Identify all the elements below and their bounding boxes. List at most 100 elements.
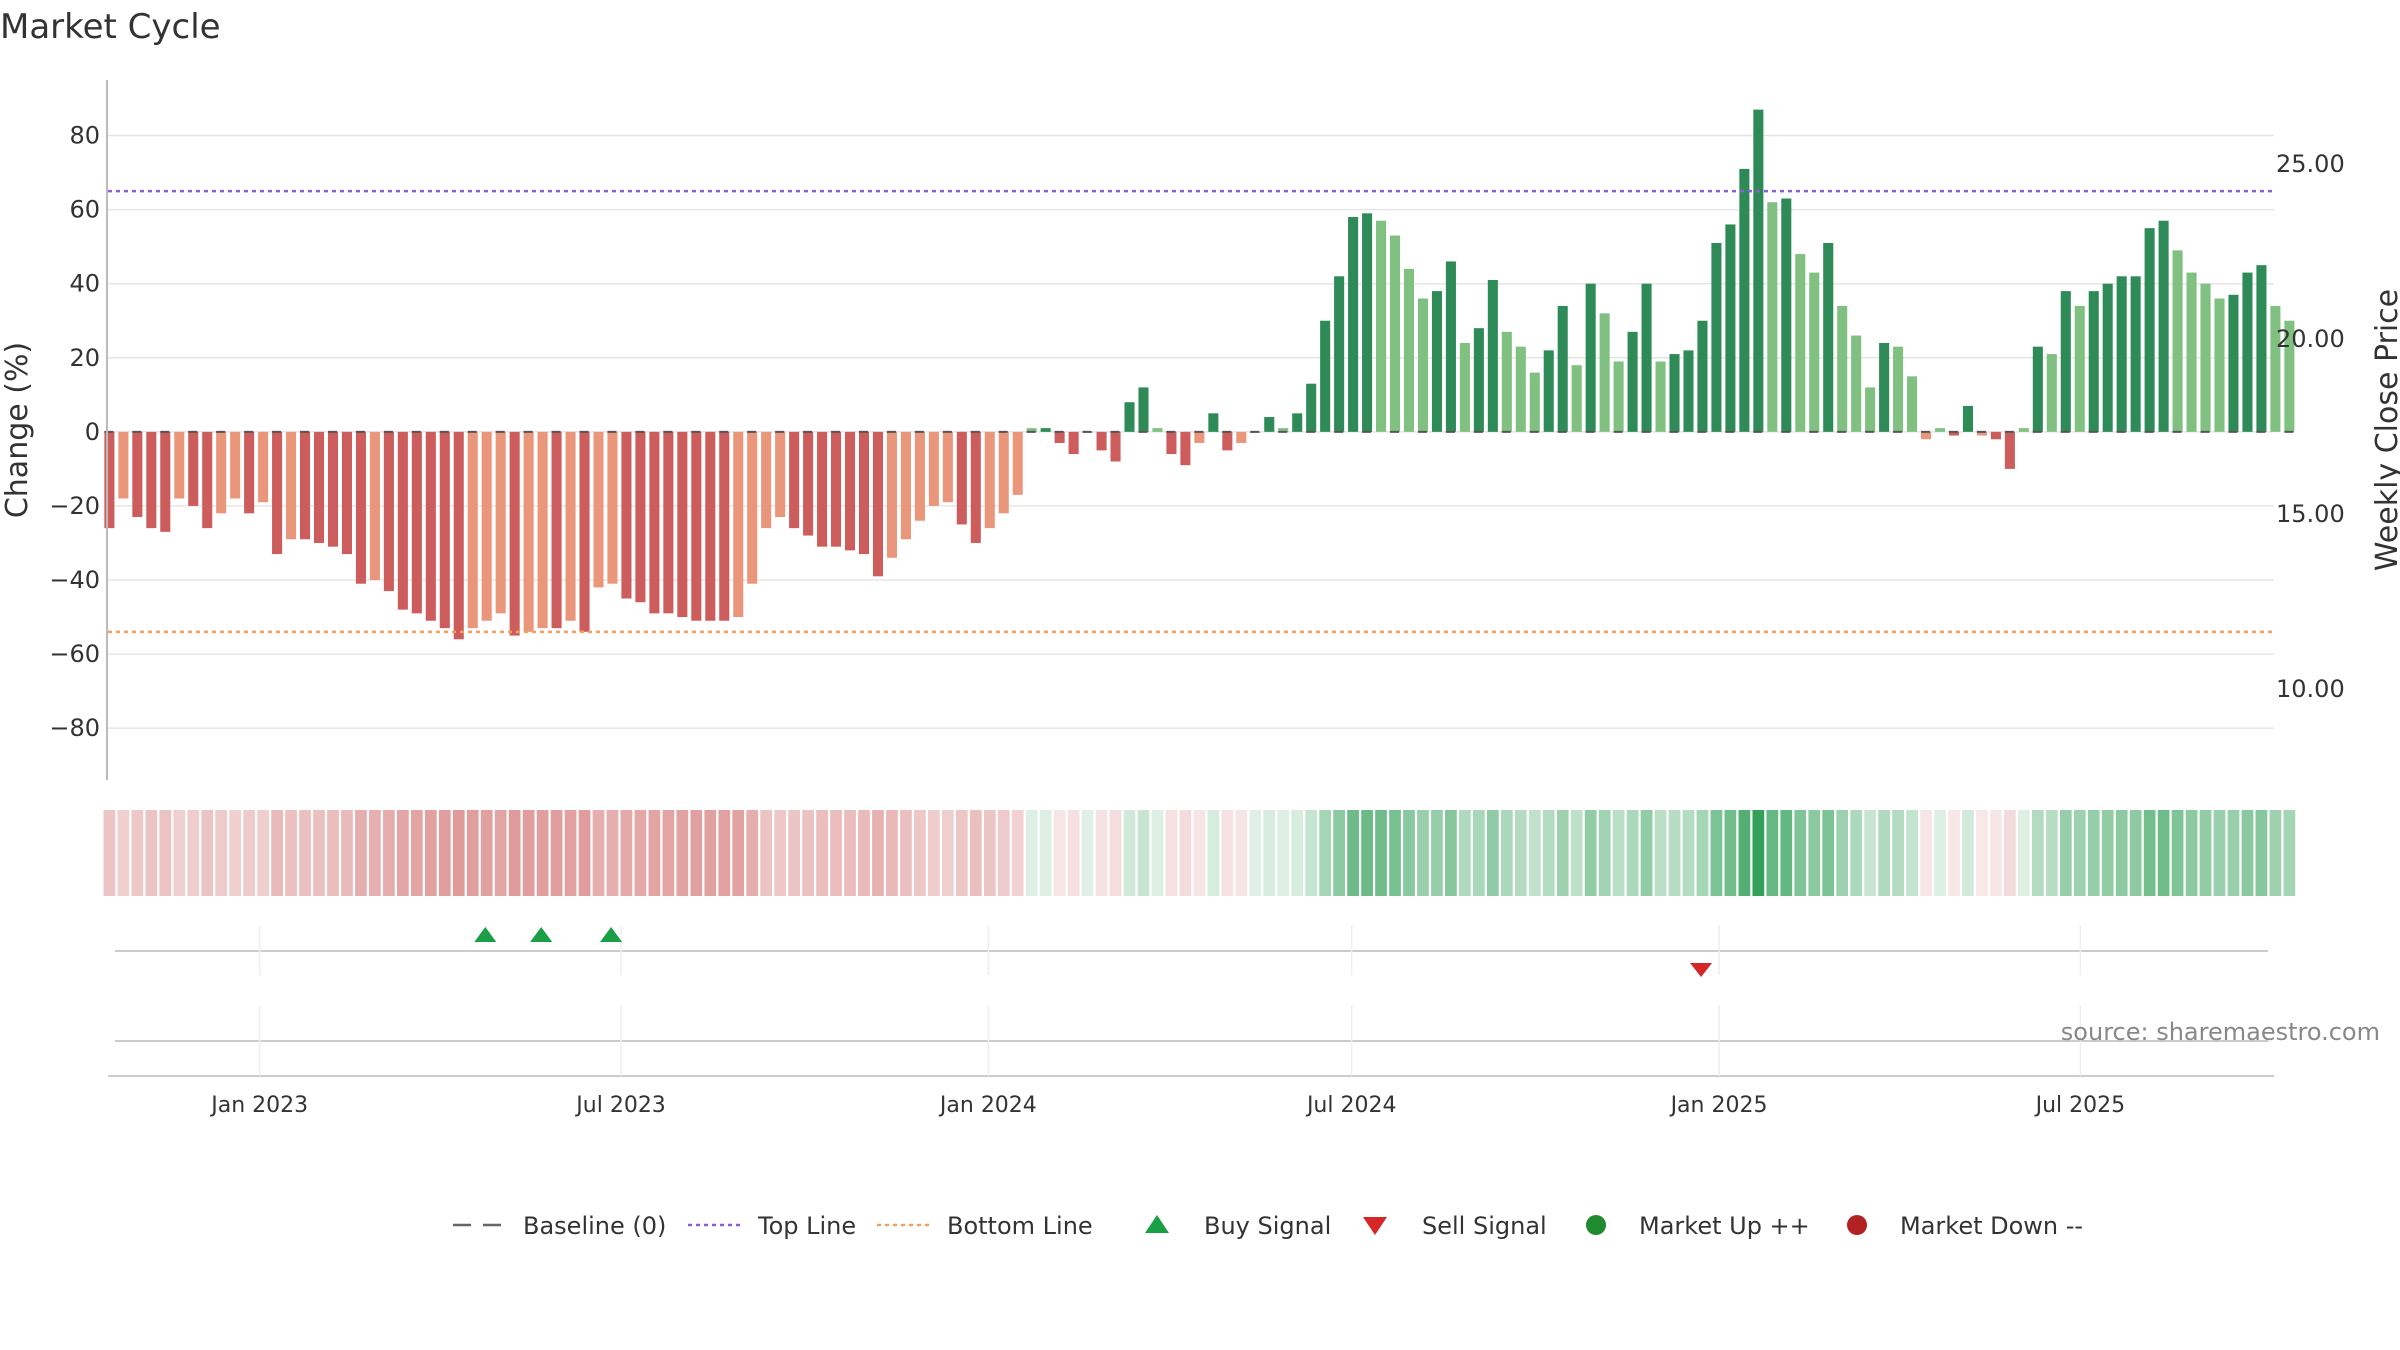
heat-cell	[327, 810, 339, 896]
heat-cell	[732, 810, 745, 896]
bar	[607, 431, 618, 584]
y-tick-label: −60	[49, 640, 100, 668]
bar	[1515, 346, 1526, 432]
bar	[872, 431, 884, 577]
heat-cell	[173, 810, 186, 896]
heat-cell	[1361, 810, 1373, 896]
bar	[1725, 224, 1736, 432]
heat-cell	[564, 810, 577, 896]
bar	[1767, 202, 1778, 432]
bar	[2228, 294, 2239, 432]
baseline-dash	[495, 430, 505, 433]
heat-cell	[1193, 810, 1206, 896]
heat-cell	[1151, 810, 1164, 896]
heat-cell	[1626, 810, 1639, 896]
baseline-dash	[2088, 430, 2098, 433]
baseline-dash	[1166, 430, 1176, 433]
heat-cell	[802, 810, 814, 896]
bar	[537, 431, 548, 629]
baseline-dash	[2060, 430, 2070, 433]
baseline-dash	[635, 430, 645, 433]
bar	[1753, 109, 1764, 432]
heat-cell	[2143, 810, 2156, 896]
baseline-dash	[272, 430, 282, 433]
baseline-dash	[1865, 430, 1875, 433]
heat-cell	[718, 810, 731, 896]
legend-item: Top Line	[688, 1212, 856, 1240]
signal-strip	[115, 925, 2268, 977]
heat-cell	[830, 810, 842, 896]
baseline-dash	[1976, 430, 1986, 433]
heat-cell	[1305, 810, 1318, 896]
sell-signal-marker	[1690, 963, 1713, 977]
x-axis-ticks: Jan 2023 Jul 2023 Jan 2024 Jul 2024 Jan 2025…	[209, 1093, 2125, 1118]
heat-cell	[872, 810, 884, 896]
baseline-dash	[1893, 430, 1903, 433]
bar	[1683, 350, 1694, 432]
legend-swatch	[1145, 1215, 1169, 1233]
baseline-dash	[2144, 430, 2154, 433]
baseline-dash	[1613, 430, 1623, 433]
baseline-dash	[2004, 430, 2014, 433]
bar	[327, 431, 339, 547]
baseline-dash	[1669, 430, 1679, 433]
baseline-markers	[104, 430, 2294, 433]
baseline-dash	[1222, 430, 1232, 433]
heat-cell	[2031, 810, 2044, 896]
heat-cell	[1836, 810, 1849, 896]
bar	[1138, 387, 1149, 432]
bar	[1669, 354, 1680, 432]
heat-cell	[2283, 810, 2296, 896]
bar	[1851, 335, 1862, 432]
bar	[244, 431, 255, 514]
bar	[439, 431, 450, 629]
baseline-dash	[1473, 430, 1483, 433]
heat-cell	[1906, 810, 1918, 896]
heat-cell	[690, 810, 703, 896]
bar	[551, 431, 562, 629]
heat-cell	[1794, 810, 1807, 896]
heat-cell	[900, 810, 912, 896]
bar	[956, 431, 967, 525]
heat-cell	[1277, 810, 1290, 896]
bar	[1711, 242, 1722, 432]
bar	[523, 431, 534, 632]
baseline-dash	[411, 430, 421, 433]
baseline-dash	[355, 430, 365, 433]
heat-cell	[550, 810, 563, 896]
heat-cell	[271, 810, 283, 896]
baseline-dash	[1054, 430, 1064, 433]
bar	[202, 431, 213, 529]
baseline-dash	[2032, 430, 2042, 433]
heat-cell	[215, 810, 228, 896]
buy-signal-marker	[530, 927, 553, 942]
baseline-dash	[1250, 430, 1260, 433]
heat-cell	[816, 810, 828, 896]
heat-cell	[2059, 810, 2072, 896]
y-tick-label: −80	[49, 714, 100, 742]
heat-cell	[1221, 810, 1234, 896]
heat-cell	[997, 810, 1010, 896]
bar	[2102, 283, 2113, 432]
bar	[341, 431, 352, 555]
bar	[132, 431, 143, 518]
bar	[1040, 428, 1051, 432]
heat-cell	[2045, 810, 2058, 896]
y-tick-label: 80	[69, 122, 100, 150]
bar	[998, 431, 1009, 514]
heat-cell	[620, 810, 633, 896]
bar	[886, 431, 897, 558]
baseline-dash	[104, 430, 114, 433]
heat-cell	[1864, 810, 1877, 896]
bar	[286, 431, 297, 540]
heat-cell	[341, 810, 353, 896]
heat-cell	[844, 810, 856, 896]
bar	[2116, 276, 2127, 432]
bar	[174, 431, 185, 499]
legend-swatch	[1363, 1217, 1387, 1235]
baseline-dash	[1138, 430, 1148, 433]
bar	[1823, 242, 1834, 432]
baseline-dash	[1278, 430, 1288, 433]
y-tick-label: −40	[49, 566, 100, 594]
